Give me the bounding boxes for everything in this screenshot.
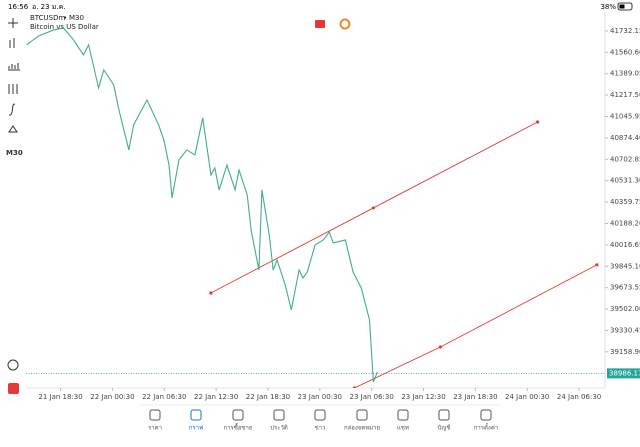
y-tick-label: 40531.30 xyxy=(610,177,640,185)
chart-type-tool[interactable] xyxy=(9,38,15,48)
trendline-point xyxy=(371,206,375,210)
y-tick-label: 40359.75 xyxy=(610,198,640,206)
ohlc-icon[interactable] xyxy=(339,18,351,30)
nav-label[interactable]: ข่าว xyxy=(315,425,326,432)
y-tick-label: 41045.95 xyxy=(610,113,640,121)
x-tick-label: 22 Jan 00:30 xyxy=(90,393,134,401)
nav-icon[interactable] xyxy=(397,409,409,421)
y-tick-label: 39673.55 xyxy=(610,284,640,292)
app-icon[interactable] xyxy=(8,383,19,394)
symbol: BTCUSDm xyxy=(30,14,66,22)
nav-label[interactable]: ประวัติ xyxy=(270,425,288,432)
x-tick-label: 22 Jan 12:30 xyxy=(194,393,238,401)
settings-tool[interactable] xyxy=(8,84,18,94)
x-tick-label: 23 Jan 06:30 xyxy=(350,393,394,401)
nav-icon[interactable] xyxy=(273,409,285,421)
trendline-point xyxy=(438,345,442,349)
crosshair-tool[interactable] xyxy=(8,18,18,28)
x-tick-label: 23 Jan 12:30 xyxy=(401,393,445,401)
battery-level xyxy=(619,4,625,9)
y-tick-label: 39330.45 xyxy=(610,326,640,334)
nav-label[interactable]: บัญชี xyxy=(438,424,451,432)
nav-label[interactable]: การตั้งค่า xyxy=(474,422,498,432)
nav-label[interactable]: กราฟ xyxy=(189,425,203,432)
x-tick-label: 22 Jan 18:30 xyxy=(246,393,290,401)
timer-tool[interactable] xyxy=(7,359,19,371)
y-tick-label: 41732.15 xyxy=(610,27,640,35)
battery-text: 38% xyxy=(600,3,616,11)
trendline-point xyxy=(535,120,540,124)
y-tick-label: 40188.20 xyxy=(610,219,640,227)
left-toolbar xyxy=(7,18,20,371)
function-tool[interactable] xyxy=(8,103,16,116)
battery-icon xyxy=(617,2,633,11)
nav-label[interactable]: การซื้อขาย xyxy=(224,422,253,432)
nav-icon[interactable] xyxy=(149,409,161,421)
x-tick-label: 23 Jan 00:30 xyxy=(298,393,342,401)
nav-icon[interactable] xyxy=(314,409,326,421)
subtitle: Bitcoin vs US Dollar xyxy=(30,23,99,31)
trendline xyxy=(354,264,597,388)
nav-label[interactable]: แชท xyxy=(397,425,409,432)
trendline-point xyxy=(209,291,213,295)
nav-icon[interactable] xyxy=(438,409,450,421)
trendline-point xyxy=(595,263,599,267)
timeframe-label: M30 xyxy=(69,14,84,22)
y-tick-label: 39158.90 xyxy=(610,348,640,356)
separator: • xyxy=(63,14,67,22)
indicators-tool[interactable] xyxy=(8,63,20,71)
plot xyxy=(26,27,599,388)
y-tick-label: 39845.10 xyxy=(610,262,640,270)
trendline-point xyxy=(352,386,356,388)
x-tick-label: 23 Jan 18:30 xyxy=(453,393,497,401)
last-price-label: 38986.17 xyxy=(609,369,640,377)
x-tick-label: 24 Jan 06:30 xyxy=(557,393,601,401)
toolbar-timeframe[interactable]: M30 xyxy=(6,149,23,157)
y-tick-label: 41389.05 xyxy=(610,70,640,78)
nav-icon[interactable] xyxy=(232,409,244,421)
last-price-box xyxy=(607,368,640,379)
y-tick-label: 40702.85 xyxy=(610,155,640,163)
nav-label[interactable]: ราคา xyxy=(148,425,162,432)
nav-icon[interactable] xyxy=(190,409,202,421)
objects-tool[interactable] xyxy=(8,125,18,133)
status-time: 16:56 xyxy=(8,3,29,11)
nav-icon[interactable] xyxy=(480,409,492,421)
status-date: อ. 23 ม.ค. xyxy=(32,3,66,11)
trade-icon[interactable] xyxy=(315,20,325,28)
nav-label[interactable]: กล่องจดหมาย xyxy=(344,425,380,432)
y-tick-label: 41560.60 xyxy=(610,48,640,56)
y-tick-label: 40016.65 xyxy=(610,241,640,249)
y-tick-label: 41217.50 xyxy=(610,91,640,99)
y-tick-label: 40874.40 xyxy=(610,134,640,142)
x-tick-label: 21 Jan 18:30 xyxy=(38,393,82,401)
y-tick-label: 39502.00 xyxy=(610,305,640,313)
price-line xyxy=(26,27,378,383)
x-tick-label: 22 Jan 06:30 xyxy=(142,393,186,401)
x-tick-label: 24 Jan 00:30 xyxy=(505,393,549,401)
nav-icon[interactable] xyxy=(356,409,368,421)
